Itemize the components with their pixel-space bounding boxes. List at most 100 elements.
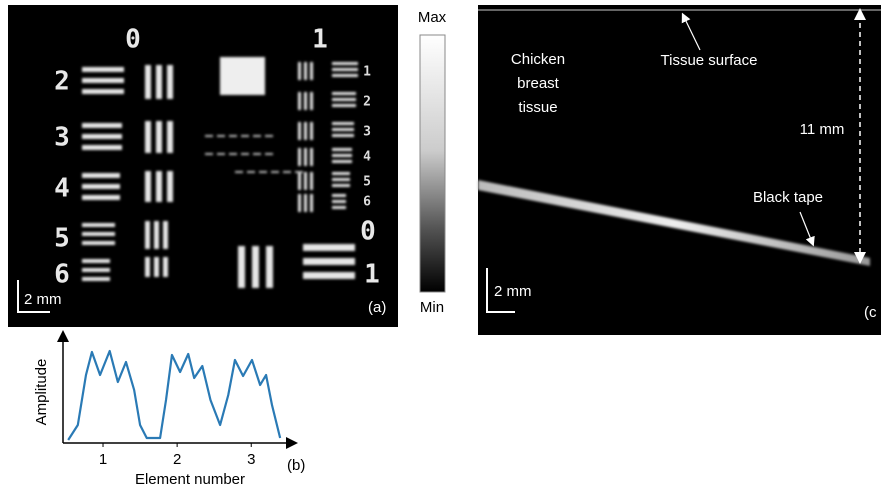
x-axis-label: Element number [135, 471, 245, 488]
target-bar [253, 135, 261, 137]
target-bar [332, 172, 350, 175]
target-bar [303, 272, 355, 279]
colorbar-gradient [420, 35, 445, 292]
target-bar [241, 135, 249, 137]
element-label: 5 [54, 224, 70, 254]
target-bar [332, 98, 356, 101]
target-bar [156, 121, 162, 153]
depth-label: 11 mm [800, 121, 845, 138]
group-label: 1 [312, 25, 328, 55]
target-bar [332, 74, 358, 77]
target-bar [283, 171, 291, 173]
group-label: 0 [125, 25, 141, 55]
element-label: 5 [363, 175, 371, 190]
element-label: 1 [363, 65, 371, 80]
colorbar: Max Min [418, 9, 447, 316]
target-bar [82, 223, 115, 227]
target-bar [82, 89, 124, 94]
target-bar [304, 92, 307, 110]
target-bar [238, 246, 245, 288]
scale-bar-label: 2 mm [494, 283, 532, 300]
target-bar [332, 68, 358, 71]
target-bar [154, 257, 159, 277]
target-bar [304, 122, 307, 140]
tape-label: Black tape [753, 189, 823, 206]
target-bar [332, 194, 346, 197]
target-bar [310, 148, 313, 166]
target-bar [235, 171, 243, 173]
target-bar [145, 121, 151, 153]
target-bar [167, 171, 173, 202]
target-bar [298, 122, 301, 140]
target-bar [82, 277, 110, 281]
target-bar [295, 171, 303, 173]
target-bar [332, 104, 356, 107]
target-bar [82, 232, 115, 236]
target-bar [332, 178, 350, 181]
target-bar [332, 200, 346, 203]
target-bar [265, 135, 273, 137]
target-bar [82, 145, 122, 150]
target-bar [298, 148, 301, 166]
target-bar [332, 154, 352, 157]
target-bar [82, 268, 110, 272]
target-bar [303, 258, 355, 265]
colorbar-min: Min [420, 299, 444, 316]
element-label: 6 [363, 195, 371, 210]
target-bar [332, 92, 356, 95]
target-bar [82, 184, 120, 189]
target-bar [247, 171, 255, 173]
target-bar [271, 171, 279, 173]
target-bar [167, 65, 173, 99]
target-bar [332, 62, 358, 65]
target-bar [310, 194, 313, 212]
target-bar [229, 153, 237, 155]
target-bar [298, 62, 301, 80]
target-bar [253, 153, 261, 155]
colorbar-max: Max [418, 9, 447, 26]
element-label: 6 [54, 260, 70, 290]
target-bar [82, 123, 122, 128]
element-label: 2 [363, 95, 371, 110]
scale-bar-label: 2 mm [24, 291, 62, 308]
target-bar [265, 153, 273, 155]
target-bar [145, 221, 150, 249]
target-bar [145, 171, 151, 202]
target-bar [82, 259, 110, 263]
x-tick-label: 3 [247, 451, 255, 468]
target-bar [156, 65, 162, 99]
target-bar [310, 62, 313, 80]
element-label: 3 [54, 123, 70, 153]
panel-label: (c [864, 304, 877, 321]
target-bar [332, 206, 346, 209]
panel-c: Chickenbreasttissue Tissue surface 11 mm… [478, 5, 881, 335]
target-bar [156, 171, 162, 202]
y-axis-label: Amplitude [33, 359, 50, 426]
element-label: 2 [54, 67, 70, 97]
target-bar [217, 135, 225, 137]
target-bar [298, 172, 301, 190]
target-bar [259, 171, 267, 173]
group-label: 0 [360, 217, 376, 247]
element-label: 4 [363, 150, 371, 165]
target-bar [332, 148, 352, 151]
target-bar [310, 172, 313, 190]
target-bar [252, 246, 259, 288]
panel-label: (b) [287, 457, 305, 474]
target-bar [82, 67, 124, 72]
target-bar [298, 92, 301, 110]
target-bar [145, 65, 151, 99]
panel-a: 0 1 0 2 3 4 5 6 1 2 3 4 5 6 1 2 mm (a) [8, 5, 398, 327]
target-bar [304, 148, 307, 166]
data-line [68, 351, 280, 440]
target-bar [304, 172, 307, 190]
target-bar [332, 128, 354, 131]
target-bar [298, 194, 301, 212]
target-bar [163, 221, 168, 249]
x-tick-label: 2 [173, 451, 181, 468]
target-bar [310, 122, 313, 140]
target-bar [163, 257, 168, 277]
surface-label: Tissue surface [661, 52, 758, 69]
target-bar [332, 160, 352, 163]
